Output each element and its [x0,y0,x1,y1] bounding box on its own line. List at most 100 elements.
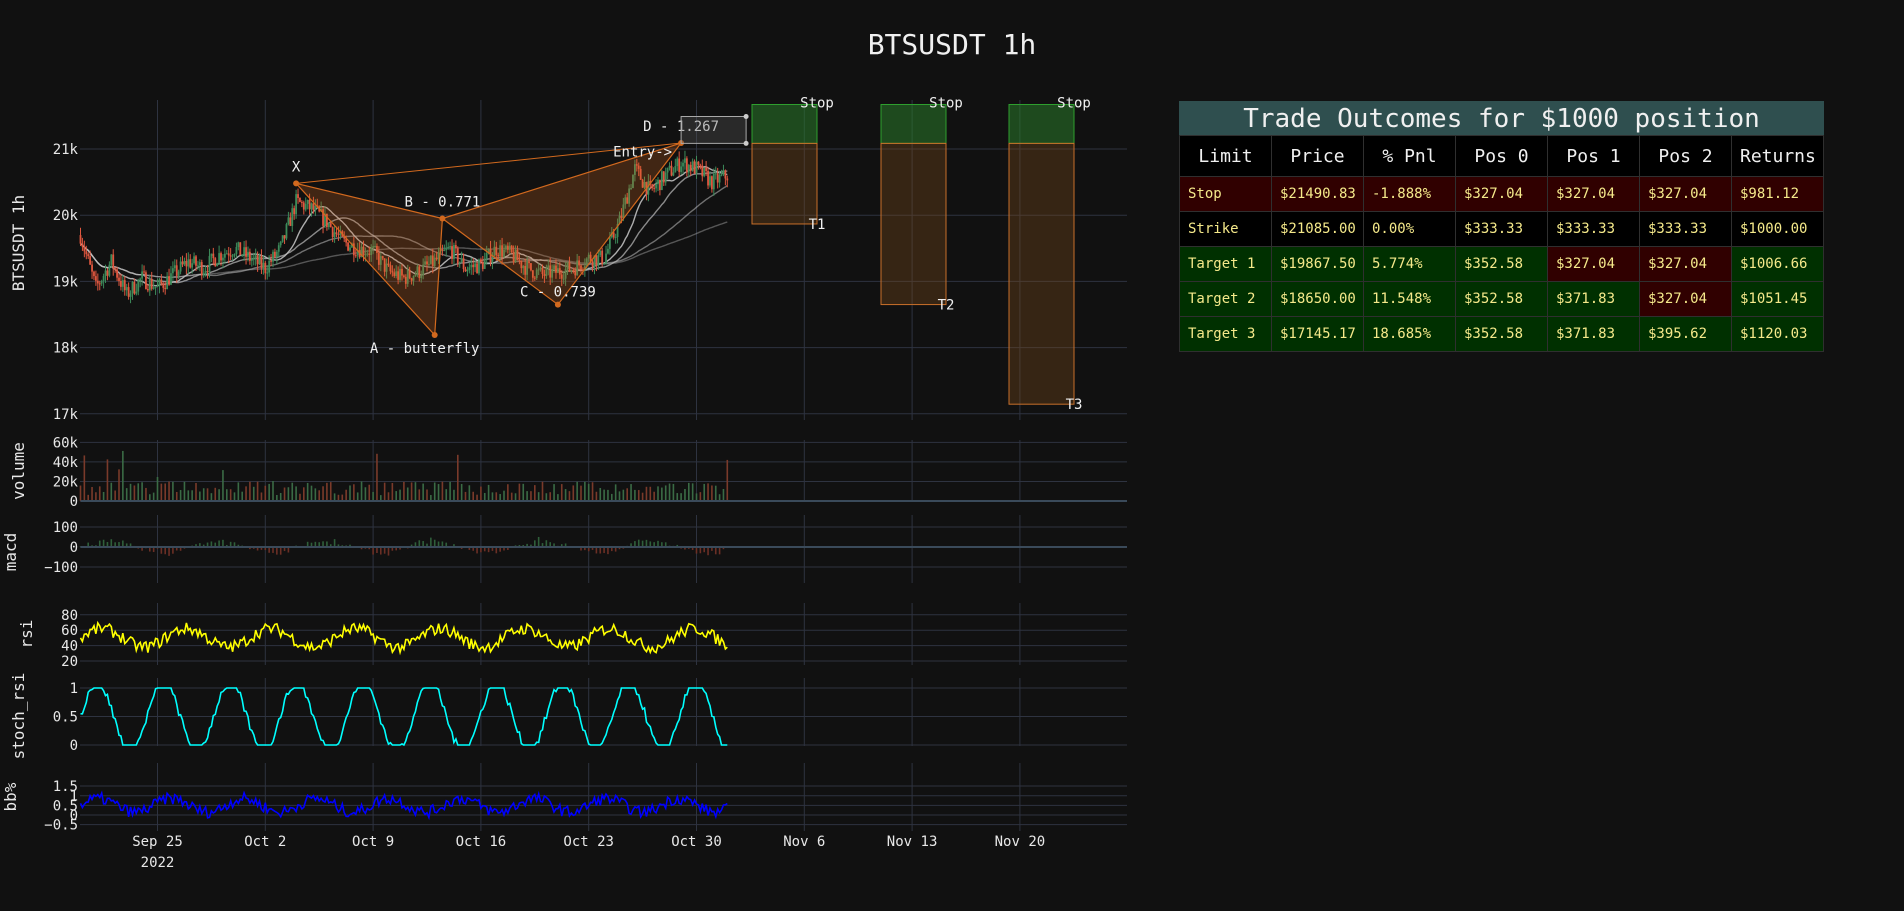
macd-bar [453,544,455,547]
table-cell: 0.00% [1363,211,1456,247]
macd-bar [129,543,132,547]
price-candle [231,255,234,257]
price-candle [601,250,604,264]
macd-bar [329,544,332,547]
table-cell: $395.62 [1639,316,1732,352]
volume-bar [576,481,578,501]
volume-bar [152,492,155,501]
price-candle [299,198,301,202]
volume-bar [79,485,82,501]
volume-bar [191,490,193,501]
price-candle [154,286,157,288]
macd-bar [691,547,694,550]
macd-bar [376,547,378,554]
x-tick-label: Nov 6 [783,834,825,850]
y-axis-label: BTSUSDT 1h [9,195,28,291]
table-cell: 18.685% [1363,316,1456,352]
macd-bar [125,543,128,547]
pattern-point [554,301,561,308]
entry-zone [680,116,747,144]
volume-bar [668,483,671,501]
volume-bar [233,492,236,501]
volume-bar [329,482,332,501]
price-candle [599,250,602,256]
volume-bar [106,459,109,501]
volume-bar [518,483,521,501]
volume-bar [611,493,613,501]
price-candle [327,223,330,228]
price-candle [591,261,594,267]
volume-bar [645,486,648,501]
trade-outcomes-table: Trade Outcomes for $1000 position Limit P… [1179,101,1824,352]
price-candle [709,176,711,186]
macd-bar [214,542,217,547]
volume-bar [98,486,101,501]
price-candle [227,253,230,256]
macd-bar [441,541,444,547]
volume-bar [206,488,209,501]
price-candle [362,246,365,256]
x-tick-label: Nov 20 [995,834,1046,850]
price-candle [622,204,625,218]
macd-bar [87,542,89,547]
price-candle [114,268,117,270]
macd-bar [437,541,440,547]
volume-bar [383,482,386,501]
pattern-point [439,215,446,222]
x-tick-label: Oct 16 [456,834,507,850]
price-candle [524,265,527,275]
macd-bar [268,547,270,553]
price-candle [493,246,496,257]
target-zone [751,142,818,225]
price-candle [381,256,384,259]
price-candle [100,280,103,284]
macd-bar [314,541,317,547]
price-candle [587,254,590,259]
price-candle [393,272,396,276]
price-candle [453,245,455,259]
price-candle [499,245,502,257]
volume-bar [430,495,432,501]
price-candle [483,258,486,269]
price-candle [699,164,702,166]
price-candle [543,273,546,276]
price-candle [624,197,627,205]
macd-bar [483,547,486,552]
target-label: T2 [938,298,955,314]
price-candle [426,261,428,265]
price-candle [308,199,311,210]
x-tick-label: Oct 9 [352,834,394,850]
volume-bar [457,454,459,501]
volume-bar [418,489,421,501]
volume-bar [272,481,274,501]
entry-label: Entry-> [613,145,672,161]
macd-bar [445,542,448,547]
price-candle [223,253,226,258]
price-candle [653,187,656,189]
macd-bar [98,540,101,547]
price-candle [262,262,265,269]
price-candle [333,232,336,238]
volume-bar [283,487,286,501]
volume-bar [664,485,667,501]
macd-bar [175,547,178,551]
y-tick-label: 60 [61,623,78,639]
macd-bar [195,544,197,547]
macd-bar [322,541,324,547]
volume-bar [403,481,405,501]
volume-bar [618,491,621,501]
macd-bar [599,547,602,554]
table-cell: $19867.50 [1271,246,1364,282]
price-candle [351,243,353,248]
table-cell: Target 3 [1179,316,1272,352]
y-tick-label: 1 [70,789,78,805]
macd-bar [722,547,725,550]
table-cell: $327.04 [1455,176,1548,212]
y-tick-label: 1 [70,681,78,697]
table-row: Target 2 $18650.00 11.548% $352.58 $371.83 $3… [1179,281,1824,317]
macd-bar [391,547,394,551]
price-candle [281,235,284,242]
y-axis-label: macd [1,533,20,572]
volume-bar [703,483,705,501]
price-candle [451,246,453,259]
